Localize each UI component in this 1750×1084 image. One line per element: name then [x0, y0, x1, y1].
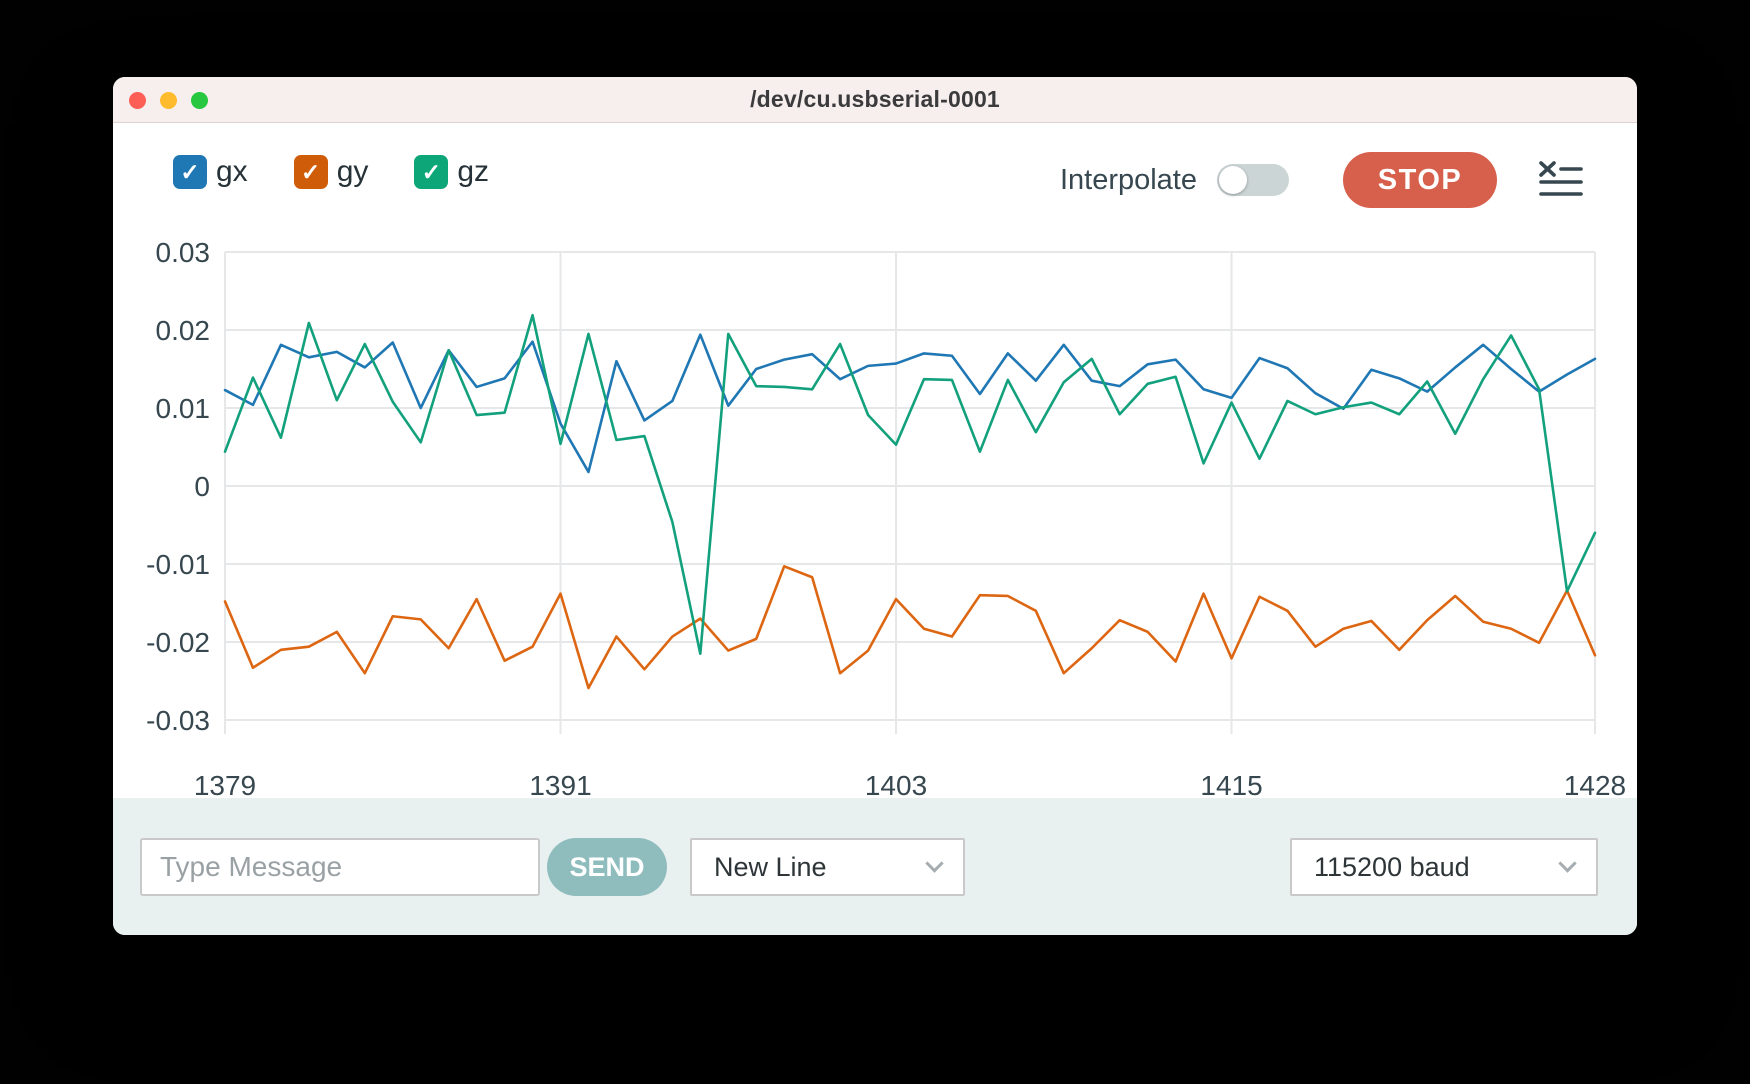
baud-rate-value: 115200 baud [1314, 851, 1470, 882]
legend-label-gx: gx [216, 155, 248, 188]
chevron-down-icon [1558, 853, 1577, 873]
legend-item-gy[interactable]: ✓ gy [293, 155, 369, 189]
line-ending-select[interactable]: New Line [690, 838, 965, 896]
interpolate-label: Interpolate [1059, 163, 1197, 196]
clear-list-icon[interactable] [1539, 161, 1583, 199]
legend-item-gz[interactable]: ✓ gz [414, 155, 489, 189]
svg-text:0.03: 0.03 [156, 237, 211, 268]
minimize-window-button[interactable] [160, 92, 177, 109]
serial-plotter-window: /dev/cu.usbserial-0001 ✓ gx ✓ gy ✓ gz In… [113, 77, 1637, 935]
svg-text:1391: 1391 [529, 770, 591, 801]
svg-text:0: 0 [194, 471, 210, 502]
send-button[interactable]: SEND [547, 838, 667, 896]
legend-item-gx[interactable]: ✓ gx [173, 155, 248, 189]
baud-rate-select[interactable]: 115200 baud [1290, 838, 1598, 896]
svg-text:-0.02: -0.02 [146, 627, 210, 658]
series-legend: ✓ gx ✓ gy ✓ gz [173, 155, 489, 189]
gx-checkbox[interactable]: ✓ [173, 155, 207, 189]
message-bar: SEND New Line 115200 baud [113, 798, 1637, 935]
gy-checkbox[interactable]: ✓ [293, 155, 328, 189]
svg-text:-0.03: -0.03 [146, 705, 210, 736]
svg-text:1428: 1428 [1564, 770, 1626, 801]
window-title: /dev/cu.usbserial-0001 [750, 86, 1000, 112]
interpolate-toggle[interactable] [1217, 164, 1289, 196]
svg-text:0.01: 0.01 [156, 393, 211, 424]
chevron-down-icon [925, 853, 944, 873]
traffic-lights [129, 92, 208, 109]
titlebar: /dev/cu.usbserial-0001 [113, 77, 1637, 123]
stop-button[interactable]: STOP [1343, 152, 1497, 208]
svg-text:1415: 1415 [1200, 770, 1262, 801]
message-input[interactable] [140, 838, 540, 896]
svg-text:-0.01: -0.01 [146, 549, 210, 580]
close-window-button[interactable] [129, 92, 146, 109]
gz-checkbox[interactable]: ✓ [414, 155, 449, 189]
line-chart[interactable]: 0.03 0.02 0.01 0 -0.01 -0.02 -0.03 1379 1391 1403… [113, 123, 1637, 875]
svg-text:1379: 1379 [194, 770, 256, 801]
zoom-window-button[interactable] [191, 92, 208, 109]
legend-label-gz: gz [457, 155, 490, 188]
plot-controls: Interpolate STOP [1060, 152, 1583, 208]
svg-text:0.02: 0.02 [156, 315, 211, 346]
svg-text:1403: 1403 [865, 770, 927, 801]
legend-label-gy: gy [336, 155, 369, 188]
toggle-knob [1219, 166, 1247, 194]
line-ending-value: New Line [714, 851, 827, 882]
